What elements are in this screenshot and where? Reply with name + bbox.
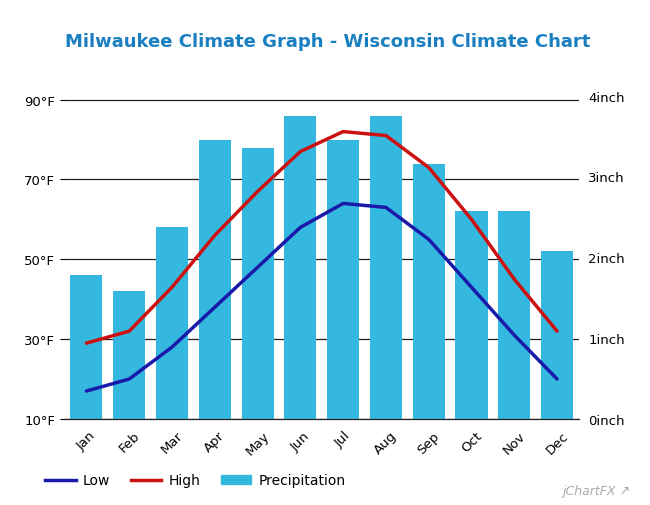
Bar	[70, 276, 103, 419]
Bar	[327, 140, 359, 419]
Text: Milwaukee Climate Graph - Wisconsin Climate Chart: Milwaukee Climate Graph - Wisconsin Clim…	[65, 33, 590, 50]
Bar	[156, 228, 188, 419]
Bar	[242, 148, 274, 419]
Bar	[456, 212, 488, 419]
Legend: Low, High, Precipitation: Low, High, Precipitation	[40, 468, 351, 493]
Bar	[499, 212, 530, 419]
Bar	[113, 292, 145, 419]
Bar	[199, 140, 231, 419]
Bar	[370, 116, 402, 419]
Text: jChartFX ↗: jChartFX ↗	[562, 484, 630, 497]
Bar	[284, 116, 317, 419]
Bar	[413, 164, 445, 419]
Bar	[541, 252, 573, 419]
